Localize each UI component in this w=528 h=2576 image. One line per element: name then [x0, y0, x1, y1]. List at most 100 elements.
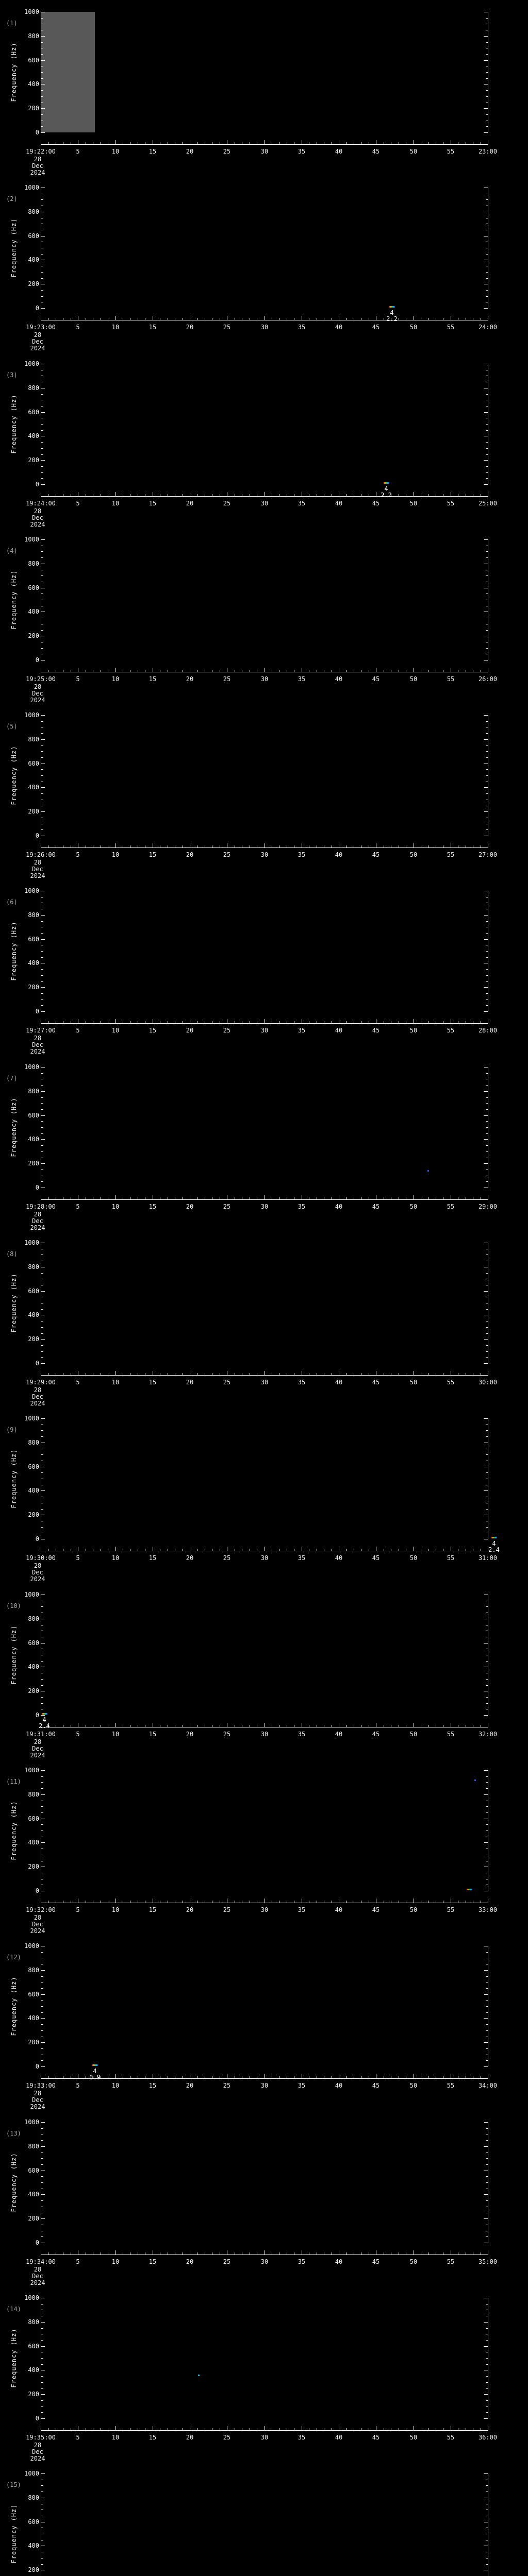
y-minor-tick: [486, 1988, 488, 1989]
y-major-tick: [41, 308, 45, 309]
y-minor-tick: [486, 2182, 488, 2183]
y-major-tick: [484, 1011, 488, 1012]
y-minor-tick: [41, 2048, 43, 2049]
event-count-label: 4: [492, 1540, 496, 1547]
y-minor-tick: [486, 18, 488, 19]
y-minor-tick: [486, 733, 488, 734]
date-line: Dec: [32, 2273, 43, 2280]
y-minor-tick: [41, 96, 43, 97]
y-minor-tick: [486, 1145, 488, 1146]
x-minute-label: 40: [335, 1027, 343, 1034]
y-tick-label: 600: [28, 57, 39, 64]
y-tick-label: 1000: [24, 1415, 39, 1422]
y-tick-label: 400: [28, 2014, 39, 2022]
y-tick-label: 1000: [24, 360, 39, 367]
x-minute-label: 30: [260, 1203, 269, 1210]
date-line: Dec: [32, 1921, 43, 1928]
y-tick-label: 1000: [24, 887, 39, 894]
x-minute-label: 30: [260, 1906, 269, 1913]
spectrogram-panel: (13) Frequency (Hz) 1000 800 600 400 200 0 19:34…: [0, 2110, 528, 2286]
y-minor-tick: [486, 2364, 488, 2365]
y-major-tick: [41, 1339, 45, 1340]
date-line: 28: [34, 683, 42, 690]
x-minute-label: 10: [111, 851, 120, 858]
event-count-label: 4: [42, 1716, 46, 1723]
x-minute-label: 20: [186, 1027, 194, 1034]
y-minor-tick: [486, 933, 488, 934]
y-tick-label: 600: [28, 1991, 39, 1998]
x-minute-label: 30: [260, 851, 269, 858]
panel-index-label: (6): [6, 899, 18, 906]
y-minor-tick: [41, 2388, 43, 2389]
y-tick-label: 800: [28, 2494, 39, 2501]
spectrogram-panel: (11) Frequency (Hz) 1000 800 600 400 200 0 19:32…: [0, 1758, 528, 1935]
y-tick-label: 600: [28, 1639, 39, 1647]
y-major-tick: [484, 132, 488, 133]
x-minute-label: 45: [372, 2082, 380, 2089]
y-minor-tick: [41, 993, 43, 994]
y-tick-label: 400: [28, 256, 39, 263]
event-marker-dot: [474, 1780, 476, 1781]
y-tick-label: 600: [28, 1287, 39, 1295]
date-line: Dec: [32, 2448, 43, 2455]
y-tick-label: 1000: [24, 1239, 39, 1246]
x-minute-label: 55: [447, 1379, 455, 1386]
y-axis-title: Frequency (Hz): [10, 745, 18, 805]
y-minor-tick: [486, 1351, 488, 1352]
x-minute-label: 30: [260, 324, 269, 331]
y-tick-label: 1000: [24, 2294, 39, 2301]
y-major-tick: [41, 1011, 45, 1012]
y-tick-label: 200: [28, 984, 39, 991]
spectrogram-panel: (3) Frequency (Hz) 1000 800 600 400 200 0 19:24:…: [0, 352, 528, 528]
x-minute-label: 35: [298, 1731, 306, 1738]
y-major-tick: [484, 60, 488, 61]
y-minor-tick: [41, 1133, 43, 1134]
y-minor-tick: [486, 1806, 488, 1807]
y-major-tick: [484, 1115, 488, 1116]
y-minor-tick: [41, 2128, 43, 2129]
y-minor-tick: [41, 2364, 43, 2365]
y-tick-label: 600: [28, 409, 39, 416]
y-minor-tick: [41, 975, 43, 976]
x-minute-label: 55: [447, 1906, 455, 1913]
spectrogram-panel: (8) Frequency (Hz) 1000 800 600 400 200 0 19:29:…: [0, 1231, 528, 1407]
x-minute-label: 50: [409, 1027, 418, 1034]
y-tick-label: 0: [35, 1887, 39, 1894]
x-axis-line: [41, 2430, 488, 2431]
x-start-time-label: 19:35:00: [26, 2434, 56, 2441]
x-minute-label: 25: [223, 2258, 231, 2265]
date-line: Dec: [32, 514, 43, 521]
x-minute-label: 20: [186, 148, 194, 155]
x-axis-line: [41, 1023, 488, 1024]
y-minor-tick: [41, 951, 43, 952]
date-line: 2024: [30, 1048, 45, 1055]
x-minute-label: 35: [298, 675, 306, 683]
date-line: Dec: [32, 1745, 43, 1752]
x-minute-label: 10: [111, 2434, 120, 2441]
x-minute-label: 40: [335, 1379, 343, 1386]
spectrogram-panel: (4) Frequency (Hz) 1000 800 600 400 200 0 19:25:…: [0, 528, 528, 704]
y-major-tick: [41, 484, 45, 485]
x-minute-label: 10: [111, 1731, 120, 1738]
y-tick-label: 200: [28, 1863, 39, 1870]
y-major-tick: [484, 2122, 488, 2123]
y-minor-tick: [41, 793, 43, 794]
date-line: Dec: [32, 1569, 43, 1576]
y-minor-tick: [41, 1661, 43, 1662]
y-minor-tick: [41, 1685, 43, 1686]
x-minute-label: 55: [447, 851, 455, 858]
panel-index-label: (14): [6, 2306, 21, 2313]
y-minor-tick: [486, 1776, 488, 1777]
y-minor-tick: [41, 1472, 43, 1473]
date-line: Dec: [32, 338, 43, 345]
x-minute-label: 25: [223, 1731, 231, 1738]
y-minor-tick: [41, 2024, 43, 2025]
y-major-tick: [41, 1794, 45, 1795]
panel-index-label: (12): [6, 1954, 21, 1961]
x-minute-label: 50: [409, 2082, 418, 2089]
y-minor-tick: [41, 296, 43, 297]
y-major-tick: [484, 1490, 488, 1491]
date-line: 28: [34, 1738, 42, 1745]
y-major-tick: [41, 787, 45, 788]
y-minor-tick: [41, 1776, 43, 1777]
